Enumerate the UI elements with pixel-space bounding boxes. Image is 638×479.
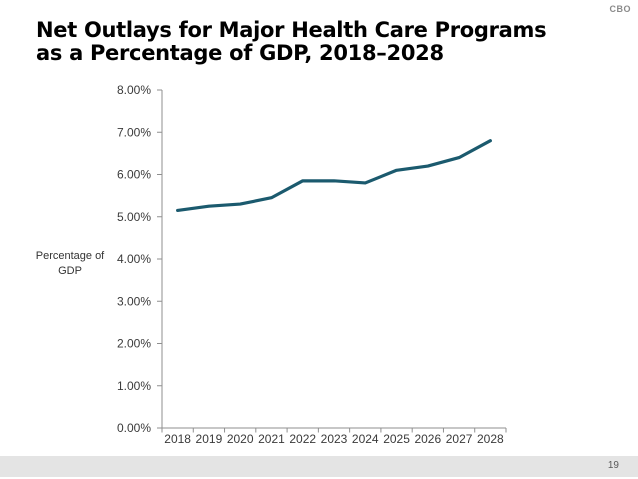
y-tick-label: 3.00% — [117, 294, 151, 308]
slide-title-line2: as a Percentage of GDP, 2018–2028 — [36, 41, 444, 65]
slide-title-line1: Net Outlays for Major Health Care Progra… — [36, 18, 547, 42]
x-tick-label: 2019 — [196, 432, 223, 446]
y-tick-label: 7.00% — [117, 125, 151, 139]
x-tick-label: 2025 — [383, 432, 410, 446]
y-tick-label: 5.00% — [117, 210, 151, 224]
x-tick-label: 2024 — [352, 432, 379, 446]
x-tick-label: 2026 — [414, 432, 441, 446]
cbo-logo: CBO — [609, 4, 631, 14]
data-series-line — [176, 139, 492, 213]
x-tick-label: 2018 — [164, 432, 191, 446]
page-number: 19 — [607, 460, 619, 471]
y-tick-label: 0.00% — [117, 421, 151, 435]
y-tick-label: 6.00% — [117, 168, 151, 182]
x-tick-label: 2020 — [227, 432, 254, 446]
y-tick-label: 4.00% — [117, 252, 151, 266]
footer-bar: 19 — [0, 456, 638, 477]
x-tick-label: 2021 — [258, 432, 285, 446]
y-tick-label: 2.00% — [117, 337, 151, 351]
y-axis-title: Percentage of GDP — [35, 250, 105, 277]
x-tick-label: 2027 — [446, 432, 473, 446]
x-tick-label: 2022 — [289, 432, 316, 446]
slide-title: Net Outlays for Major Health Care Progra… — [36, 18, 547, 65]
x-tick-label: 2028 — [477, 432, 504, 446]
x-tick-label: 2023 — [321, 432, 348, 446]
y-tick-label: 8.00% — [117, 83, 151, 97]
y-tick-label: 1.00% — [117, 379, 151, 393]
